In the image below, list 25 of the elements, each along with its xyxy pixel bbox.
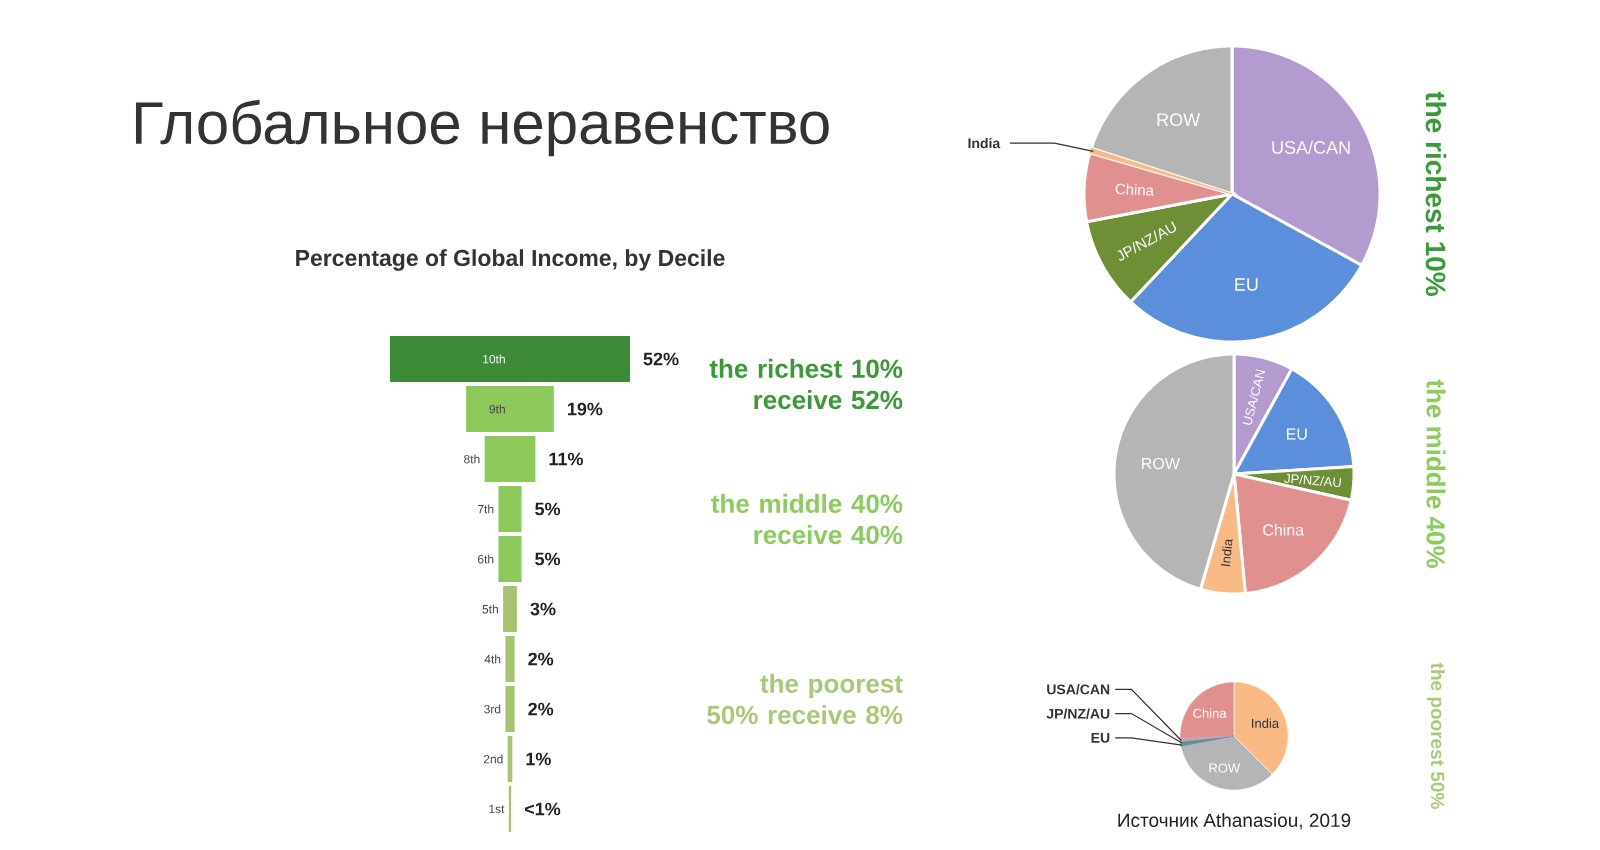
text: the poorest 50% [1427, 662, 1445, 809]
slice-label: EU [1235, 278, 1258, 291]
text: Percentage of Global Income, by Decile [296, 249, 725, 271]
data-label: 2% [528, 702, 554, 716]
slice-label: ROW [1142, 457, 1180, 470]
data-label: 19% [568, 402, 603, 416]
data-label: 3% [530, 602, 556, 616]
text: the middle 40% [1426, 379, 1446, 568]
slice-label: EU [1286, 428, 1307, 440]
data-label: 11% [549, 452, 583, 466]
slice-label: China [1263, 523, 1305, 536]
data-label: 5% [535, 552, 561, 566]
text: the middle 40% receive 40% [711, 493, 903, 545]
data-label: 2% [528, 652, 554, 666]
text: the poorest 50% receive 8% [707, 673, 903, 725]
text: Источник Athanasiou, 2019 [1118, 813, 1351, 830]
data-label: 5% [535, 502, 561, 516]
data-label: <1% [524, 802, 561, 816]
text: the richest 10% receive 52% [709, 358, 903, 410]
slice-label: USA/CAN [1272, 140, 1350, 154]
text: Глобальное неравенство [135, 99, 829, 157]
text: the richest 10% [1425, 91, 1447, 296]
data-label: 52% [643, 352, 679, 366]
data-label: 1% [526, 752, 551, 766]
slice-label: ROW [1157, 113, 1201, 127]
